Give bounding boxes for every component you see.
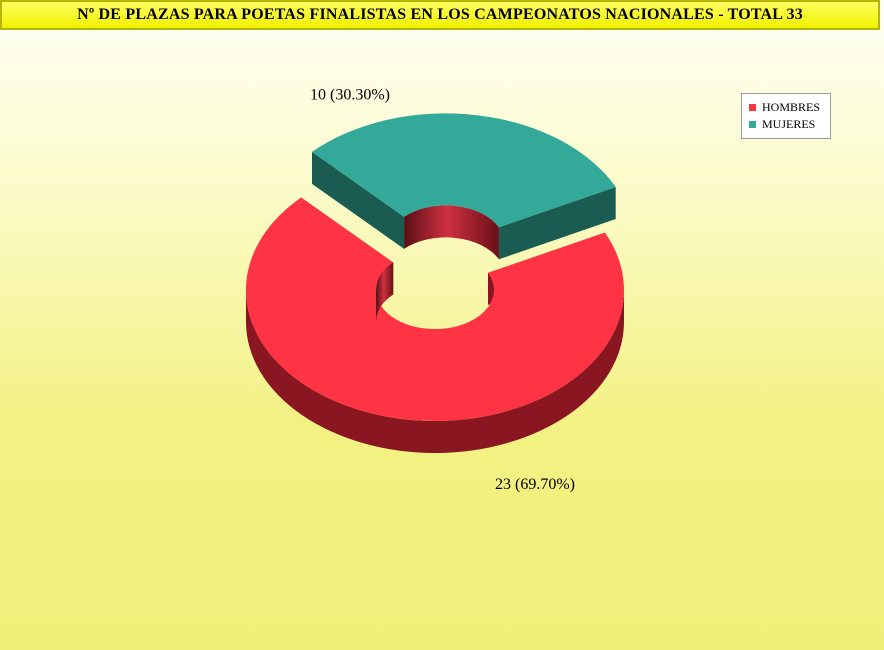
chart-legend: HOMBRES MUJERES xyxy=(741,93,831,139)
data-label-hombres: 23 (69.70%) xyxy=(495,476,575,493)
data-label-mujeres: 10 (30.30%) xyxy=(310,86,390,103)
slice-mujeres-inner-wall xyxy=(404,205,499,260)
legend-label-mujeres: MUJERES xyxy=(762,117,816,131)
slice-mujeres-top xyxy=(312,113,616,228)
slice-mujeres xyxy=(312,113,616,260)
slice-hombres xyxy=(245,197,624,453)
slice-mujeres-cut-face-2 xyxy=(498,187,616,260)
slice-hombres-top xyxy=(245,197,624,421)
slice-hombres-inner-wall xyxy=(376,262,394,322)
legend-swatch-hombres xyxy=(749,104,756,111)
legend-item-mujeres: MUJERES xyxy=(749,116,830,133)
legend-item-hombres: HOMBRES xyxy=(749,99,830,116)
slice-hombres-outer-wall xyxy=(246,290,624,453)
slice-mujeres-cut-face-1 xyxy=(312,151,405,249)
legend-label-hombres: HOMBRES xyxy=(762,100,821,114)
legend-swatch-mujeres xyxy=(749,121,756,128)
chart-title-bar: Nº DE PLAZAS PARA POETAS FINALISTAS EN L… xyxy=(0,0,880,30)
chart-title: Nº DE PLAZAS PARA POETAS FINALISTAS EN L… xyxy=(77,6,803,23)
